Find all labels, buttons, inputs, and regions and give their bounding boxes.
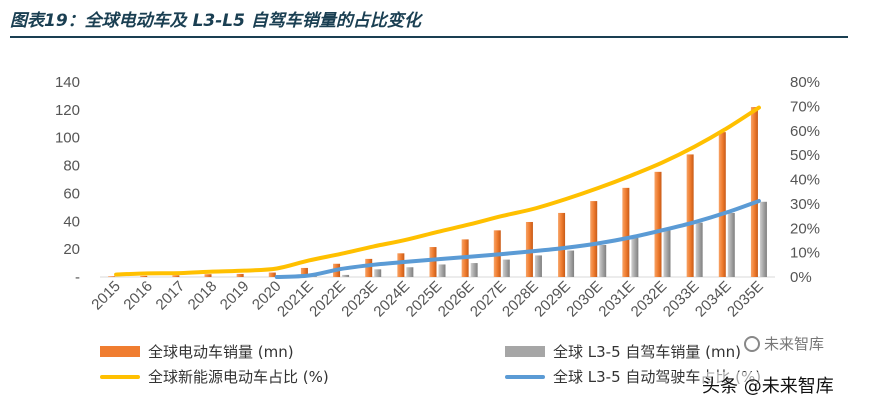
y-left-tick-label: 120: [55, 102, 80, 119]
watermark-brand: 未来智库: [744, 333, 824, 354]
x-tick-label: 2035E: [724, 278, 767, 321]
watermark: 头条 @未来智库: [700, 372, 836, 398]
y-left-tick-label: 100: [55, 130, 80, 147]
x-tick-label: 2032E: [628, 278, 671, 321]
y-left-tick-label: 80: [63, 158, 80, 175]
legend-swatch-yellow-line: [100, 374, 140, 379]
legend-label: 全球 L3-5 自驾车销量 (mn): [553, 343, 741, 361]
x-tick-label: 2017: [153, 278, 189, 314]
y-right-tick-label: 30%: [790, 196, 820, 213]
x-tick-label: 2021E: [274, 278, 317, 321]
y-right-tick-label: 80%: [790, 74, 820, 91]
x-tick-label: 2029E: [531, 278, 574, 321]
line-l35-share: [274, 198, 761, 279]
y-right-tick-label: 10%: [790, 245, 820, 262]
bar-l35-sales: [502, 259, 510, 277]
x-tick-label: 2022E: [306, 278, 349, 321]
y-left-tick-label: 20: [63, 241, 80, 258]
bar-l35-sales: [663, 230, 671, 277]
bar-ev-sales: [236, 273, 244, 277]
y-right-tick-label: 70%: [790, 98, 820, 115]
bar-l35-sales: [631, 238, 639, 277]
legend-swatch-orange-bar: [100, 346, 140, 357]
bar-l35-sales: [727, 212, 735, 277]
bar-ev-sales: [558, 212, 566, 277]
watermark-brand-text: 未来智库: [764, 335, 825, 353]
bar-ev-sales: [204, 274, 212, 277]
bar-l35-sales: [534, 255, 542, 277]
x-tick-label: 2023E: [338, 278, 381, 321]
bar-l35-sales: [438, 264, 446, 277]
title-divider: [10, 36, 848, 38]
x-tick-label: 2026E: [435, 278, 478, 321]
bar-ev-sales: [268, 272, 276, 277]
bar-ev-sales: [622, 187, 630, 277]
bar-ev-sales: [525, 221, 533, 277]
chat-bubble-icon: [744, 335, 760, 352]
y-right-tick-label: 0%: [790, 269, 812, 286]
x-tick-label: 2019: [217, 278, 253, 314]
x-tick-label: 2018: [185, 278, 221, 314]
y-left-tick-label: 140: [55, 74, 80, 91]
legend-label: 全球电动车销量 (mn): [148, 343, 294, 361]
bar-l35-sales: [406, 267, 414, 277]
x-tick-label: 2025E: [403, 278, 446, 321]
bar-ev-sales: [108, 276, 116, 277]
y-left-tick-label: -: [75, 269, 80, 286]
x-tick-label: 2016: [120, 278, 156, 314]
bar-ev-sales: [300, 267, 308, 277]
legend-label: 全球新能源电动车占比 (%): [148, 368, 329, 386]
legend-item-ev-share: 全球新能源电动车占比 (%): [100, 366, 329, 387]
legend-swatch-blue-line: [505, 374, 545, 379]
bar-l35-sales: [374, 269, 382, 277]
x-tick-label: 2027E: [467, 278, 510, 321]
x-tick-label: 2015: [88, 278, 124, 314]
bar-ev-sales: [750, 107, 758, 277]
legend-item-l35-sales: 全球 L3-5 自驾车销量 (mn): [505, 341, 741, 362]
x-tick-label: 2033E: [660, 278, 703, 321]
bar-l35-sales: [567, 250, 575, 277]
bar-ev-sales: [365, 258, 373, 277]
bar-ev-sales: [654, 171, 662, 277]
x-tick-label: 2034E: [692, 278, 735, 321]
bar-l35-sales: [599, 244, 607, 277]
x-tick-label: 2031E: [595, 278, 638, 321]
bar-l35-sales: [342, 274, 350, 277]
bar-l35-sales: [695, 222, 703, 277]
y-right-tick-label: 60%: [790, 123, 820, 140]
bar-ev-sales: [686, 154, 694, 277]
x-tick-label: 2030E: [563, 278, 606, 321]
bar-ev-sales: [718, 132, 726, 277]
bar-l35-sales: [470, 263, 478, 277]
line-ev-share: [114, 105, 761, 277]
legend-item-ev-sales: 全球电动车销量 (mn): [100, 341, 294, 362]
y-right-tick-label: 50%: [790, 147, 820, 164]
bar-ev-sales: [590, 201, 598, 277]
x-tick-label: 2028E: [499, 278, 542, 321]
bar-ev-sales: [140, 275, 148, 277]
chart-title: 图表19：全球电动车及 L3-L5 自驾车销量的占比变化: [10, 11, 421, 31]
y-left-tick-label: 40: [63, 213, 80, 230]
y-right-tick-label: 20%: [790, 220, 820, 237]
bar-ev-sales: [397, 253, 405, 277]
legend-swatch-gray-bar: [505, 346, 545, 357]
bar-l35-sales: [759, 201, 767, 277]
x-tick-label: 2024E: [370, 278, 413, 321]
y-left-tick-label: 60: [63, 185, 80, 202]
bar-ev-sales: [429, 247, 437, 277]
y-right-tick-label: 40%: [790, 172, 820, 189]
bar-ev-sales: [172, 275, 180, 277]
